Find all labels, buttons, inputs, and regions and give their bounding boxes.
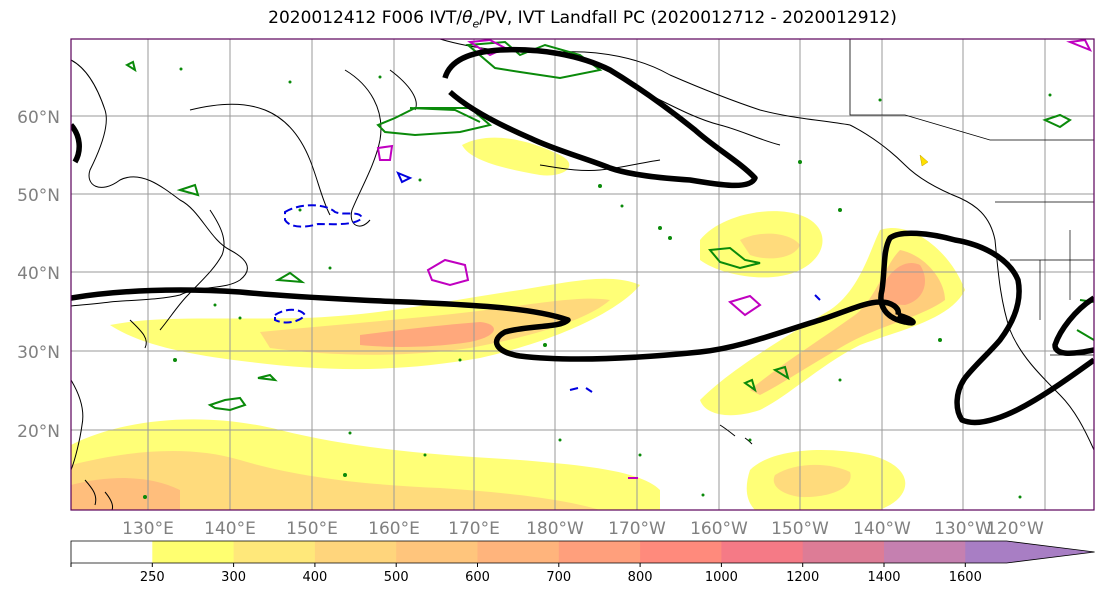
- landfall-contours: [71, 46, 1094, 426]
- lat-label-60: 60°N: [17, 108, 60, 128]
- colorbar-tick-label: 700: [546, 570, 571, 585]
- colorbar-segment: [314, 541, 397, 563]
- title-suffix: /PV, IVT Landfall PC (2020012712 - 20200…: [479, 8, 897, 28]
- lon-label-130e: 130°E: [122, 519, 174, 539]
- colorbar-tick-label: 500: [384, 570, 409, 585]
- map-content: [71, 39, 1094, 510]
- map-title: 2020012412 F006 IVT/θe/PV, IVT Landfall …: [0, 8, 1105, 30]
- lon-label-130w: 130°W: [934, 519, 992, 539]
- lon-label-180w: 180°W: [526, 519, 584, 539]
- data-marker: [919, 154, 929, 167]
- colorbar-tick-label: 600: [465, 570, 490, 585]
- lat-label-40: 40°N: [17, 264, 60, 284]
- colorbar-outline: [70, 540, 1095, 564]
- colorbar-segment: [396, 541, 478, 563]
- colorbar-tick-label: 1600: [949, 570, 982, 585]
- colorbar-tick-label: 800: [628, 570, 653, 585]
- colorbar-tick-label: 1200: [786, 570, 819, 585]
- longitude-labels: 130°E 140°E 150°E 160°E 170°E 180°W 170°…: [122, 519, 1044, 539]
- colorbar-segment: [640, 541, 722, 563]
- lon-label-170e: 170°E: [448, 519, 500, 539]
- ivt-band-south-core: [71, 478, 180, 510]
- colorbar-segment: [558, 541, 641, 563]
- lat-label-20: 20°N: [17, 422, 60, 442]
- ivt-patch-central-mid: [740, 233, 800, 259]
- lat-label-50: 50°N: [17, 186, 60, 206]
- lon-label-120w: 120°W: [986, 519, 1044, 539]
- lon-label-170w: 170°W: [608, 519, 666, 539]
- colorbar-segment: [884, 541, 966, 563]
- title-theta-sub: e: [472, 17, 480, 31]
- colorbar-tick-label: 250: [140, 570, 165, 585]
- ivt-plume-east-core: [880, 262, 925, 305]
- lon-label-160w: 160°W: [690, 519, 748, 539]
- lon-label-150w: 150°W: [771, 519, 829, 539]
- lon-label-140e: 140°E: [204, 519, 256, 539]
- ivt-patch-southeast-mid: [773, 464, 851, 498]
- colorbar-extend-segment: [965, 541, 1095, 563]
- colorbar-segment: [802, 541, 885, 563]
- ivt-fill-layer: [71, 137, 965, 510]
- ivt-patch-north: [462, 137, 570, 176]
- ivt-band-main-core: [360, 322, 494, 347]
- theta-e-dots: [143, 67, 1052, 499]
- colorbar-tick-label: 1400: [867, 570, 900, 585]
- colorbar-segment: [233, 541, 316, 563]
- colorbar-tick-label: 400: [302, 570, 327, 585]
- title-theta: θ: [462, 8, 473, 28]
- map-frame: [70, 38, 1095, 511]
- colorbar-segment: [71, 541, 153, 563]
- lon-label-140w: 140°W: [853, 519, 911, 539]
- lat-label-30: 30°N: [17, 343, 60, 363]
- colorbar: 250 300 400 500 600 700 800 1000 1200 1400 1600: [70, 540, 1095, 585]
- latitude-labels: 60°N 50°N 40°N 30°N 20°N: [17, 108, 60, 442]
- colorbar-tick-label: 1000: [705, 570, 738, 585]
- lon-label-160e: 160°E: [368, 519, 420, 539]
- colorbar-segment: [152, 541, 235, 563]
- title-prefix: 2020012412 F006 IVT/: [268, 8, 463, 28]
- colorbar-segment: [721, 541, 804, 563]
- colorbar-segment: [477, 541, 560, 563]
- ivt-band-south-mid: [71, 450, 600, 510]
- coastlines: [71, 39, 1094, 510]
- lon-label-150e: 150°E: [286, 519, 338, 539]
- colorbar-tick-label: 300: [221, 570, 246, 585]
